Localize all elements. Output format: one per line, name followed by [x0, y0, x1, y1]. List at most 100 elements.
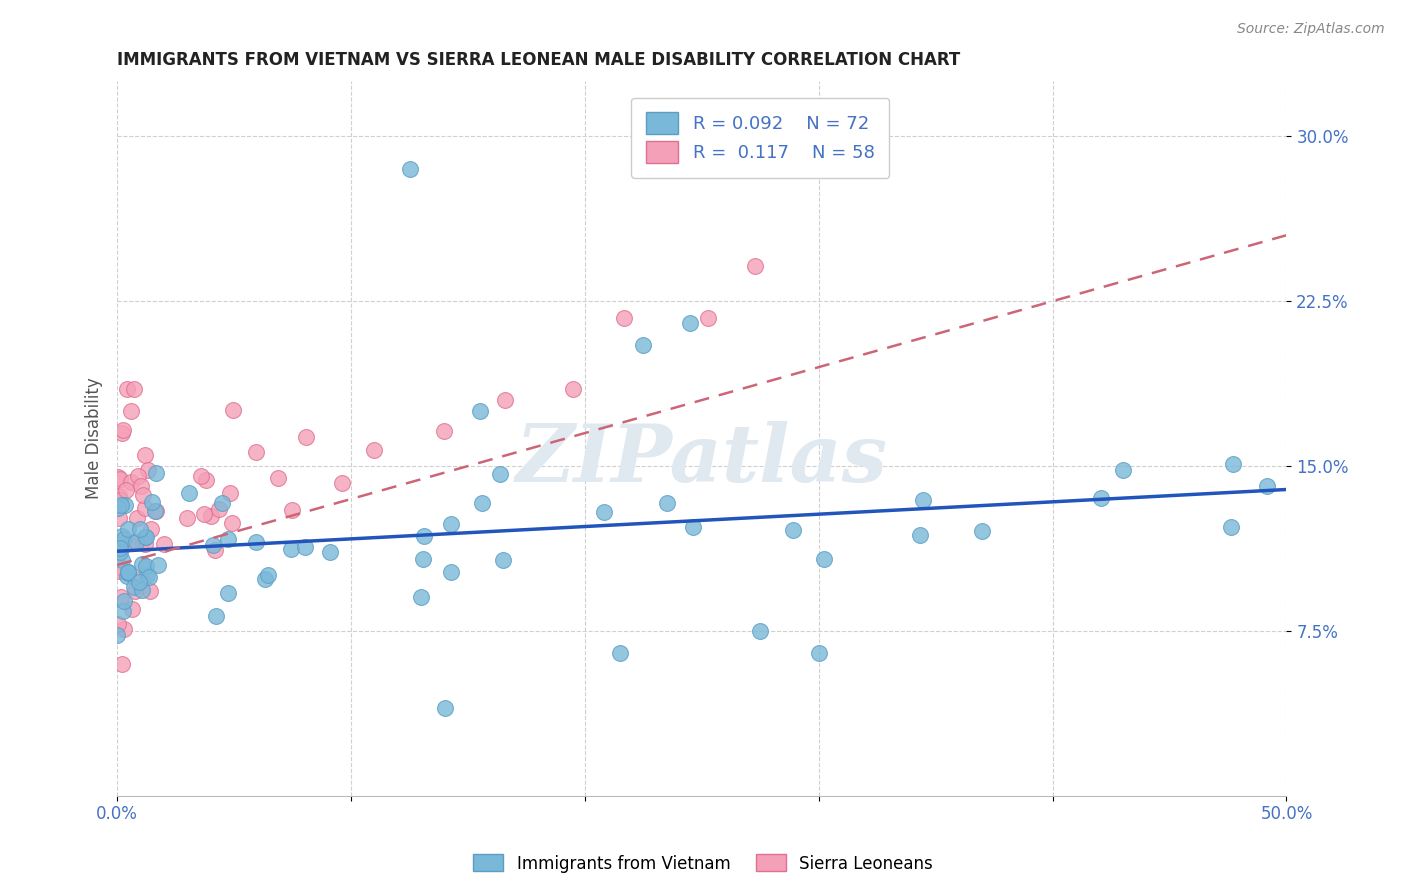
Text: IMMIGRANTS FROM VIETNAM VS SIERRA LEONEAN MALE DISABILITY CORRELATION CHART: IMMIGRANTS FROM VIETNAM VS SIERRA LEONEA…: [117, 51, 960, 69]
Point: [108, 560, 131, 574]
Point: [143, 504, 166, 518]
Point: [107, 501, 129, 516]
Point: [330, 476, 353, 491]
Point: [280, 541, 302, 556]
Point: [492, 553, 515, 567]
Point: [111, 528, 134, 542]
Point: [494, 392, 516, 407]
Legend: R = 0.092    N = 72, R =  0.117    N = 58: R = 0.092 N = 72, R = 0.117 N = 58: [631, 97, 889, 178]
Point: [117, 565, 139, 579]
Point: [112, 604, 135, 618]
Point: [471, 495, 494, 509]
Point: [744, 259, 766, 273]
Point: [633, 338, 655, 352]
Point: [107, 564, 129, 578]
Point: [120, 475, 142, 489]
Point: [121, 601, 143, 615]
Point: [363, 443, 385, 458]
Point: [107, 469, 129, 483]
Point: [217, 533, 239, 547]
Point: [136, 463, 159, 477]
Point: [1219, 519, 1241, 533]
Point: [657, 496, 679, 510]
Point: [135, 530, 157, 544]
Point: [108, 544, 131, 558]
Point: [1222, 457, 1244, 471]
Point: [202, 538, 225, 552]
Point: [613, 311, 636, 326]
Point: [440, 516, 463, 531]
Point: [217, 586, 239, 600]
Point: [319, 545, 342, 559]
Point: [129, 479, 152, 493]
Point: [412, 552, 434, 566]
Point: [120, 404, 142, 418]
Point: [128, 575, 150, 590]
Point: [267, 471, 290, 485]
Point: [179, 486, 201, 500]
Point: [245, 444, 267, 458]
Point: [257, 567, 280, 582]
Point: [432, 424, 454, 438]
Point: [108, 489, 131, 503]
Point: [112, 622, 135, 636]
Point: [433, 701, 456, 715]
Point: [145, 467, 167, 481]
Point: [117, 522, 139, 536]
Point: [807, 646, 830, 660]
Point: [134, 501, 156, 516]
Text: ZIPatlas: ZIPatlas: [516, 421, 889, 499]
Point: [111, 425, 134, 440]
Point: [245, 534, 267, 549]
Point: [200, 508, 222, 523]
Point: [1090, 491, 1112, 506]
Point: [115, 483, 138, 497]
Point: [679, 316, 702, 330]
Point: [195, 473, 218, 487]
Point: [117, 565, 139, 579]
Point: [141, 495, 163, 509]
Point: [697, 311, 720, 326]
Point: [125, 535, 148, 549]
Point: [139, 522, 162, 536]
Point: [111, 423, 134, 437]
Text: Source: ZipAtlas.com: Source: ZipAtlas.com: [1237, 22, 1385, 37]
Point: [111, 535, 134, 549]
Legend: Immigrants from Vietnam, Sierra Leoneans: Immigrants from Vietnam, Sierra Leoneans: [467, 847, 939, 880]
Point: [409, 590, 432, 604]
Point: [153, 537, 176, 551]
Point: [128, 522, 150, 536]
Point: [122, 581, 145, 595]
Point: [413, 529, 436, 543]
Point: [108, 493, 131, 508]
Point: [115, 382, 138, 396]
Point: [110, 590, 132, 604]
Point: [134, 537, 156, 551]
Y-axis label: Male Disability: Male Disability: [86, 377, 103, 500]
Point: [108, 472, 131, 486]
Point: [112, 594, 135, 608]
Point: [134, 448, 156, 462]
Point: [121, 535, 143, 549]
Point: [117, 566, 139, 580]
Point: [108, 541, 131, 556]
Point: [219, 485, 242, 500]
Point: [139, 583, 162, 598]
Point: [138, 570, 160, 584]
Point: [813, 551, 835, 566]
Point: [129, 572, 152, 586]
Point: [253, 572, 276, 586]
Point: [912, 493, 935, 508]
Point: [111, 553, 134, 567]
Point: [176, 511, 198, 525]
Point: [114, 498, 136, 512]
Point: [280, 503, 302, 517]
Point: [468, 404, 491, 418]
Point: [609, 646, 631, 660]
Point: [682, 520, 704, 534]
Point: [122, 382, 145, 396]
Point: [115, 568, 138, 582]
Point: [1256, 479, 1278, 493]
Point: [488, 467, 510, 482]
Point: [135, 559, 157, 574]
